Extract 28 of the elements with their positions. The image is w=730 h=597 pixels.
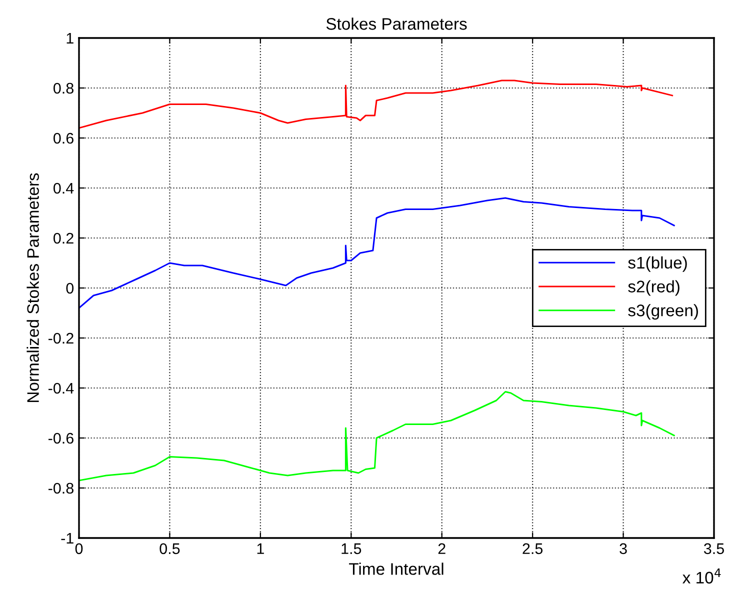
x-tick-label: 3: [620, 543, 627, 554]
legend-label: s3(green): [628, 304, 698, 320]
legend-label: s1(blue): [628, 256, 687, 272]
y-tick-label: -1: [61, 533, 74, 544]
x-tick-label: 2: [438, 543, 446, 554]
y-tick-label: -0.6: [48, 432, 74, 444]
text: x 10$^{4}$: [682, 568, 721, 584]
x-tick-label: 2.5: [522, 543, 543, 554]
x-tick-label: 0: [75, 543, 83, 554]
y-tick-label: -0.8: [48, 482, 74, 494]
x-tick-label: 1.5: [342, 543, 362, 554]
x-tick-label: 1: [257, 543, 264, 554]
x-tick-label: 3.5: [704, 543, 724, 554]
x-axis-title: Time Interval: [349, 562, 444, 575]
line-series: [79, 80, 674, 129]
y-tick-label: 1: [66, 33, 74, 44]
y-tick-label: 0.8: [54, 82, 74, 94]
y-tick-label: 0: [66, 282, 74, 294]
y-tick-label: -0.4: [48, 382, 74, 394]
line-series: [79, 390, 675, 482]
legend-label: s2(red): [628, 280, 680, 296]
y-tick-label: -0.2: [48, 332, 74, 344]
y-tick-label: 0.4: [54, 182, 74, 194]
y-tick-label: 0.6: [54, 132, 74, 144]
y-tick-label: 0.2: [54, 232, 74, 244]
x-tick-label: 0.5: [160, 543, 180, 554]
y-axis-title: Normalized Stokes Parameters: [26, 173, 39, 402]
chart-title: Stokes Parameters: [326, 18, 467, 30]
